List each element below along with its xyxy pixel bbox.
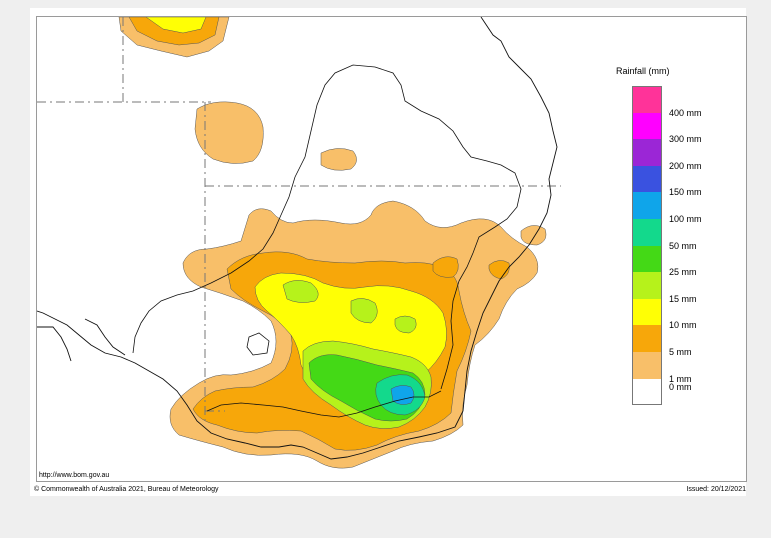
rain-area-100mm [390,385,415,405]
legend-label: 5 mm [669,347,692,357]
legend-label: 1 mm [669,373,692,384]
legend-label: 150 mm [669,187,702,198]
legend-swatch [632,112,662,140]
rain-area-10mm [145,17,207,34]
rain-area-5mm [432,256,459,278]
legend-swatch [632,139,662,166]
inland-borders [132,64,522,418]
legend-swatch [632,325,662,352]
legend-label: 100 mm [669,214,702,224]
legend-label: 0 mm [669,381,692,392]
legend-swatch [632,86,662,113]
coastline [37,17,558,460]
legend-label: 400 mm [669,107,702,118]
legend-label: 300 mm [669,134,702,145]
legend-swatch [632,219,662,246]
legend-swatch [632,352,662,379]
legend-label: 10 mm [669,320,697,331]
legend-label: 15 mm [669,293,697,304]
legend-label: 50 mm [669,240,697,251]
issued-date: Issued: 20/12/2021 [686,486,746,493]
rain-area-1mm [320,148,357,171]
rain-area-15mm [350,298,378,324]
map-graphic [37,17,561,469]
legend-label: 25 mm [669,267,697,278]
legend-title: Rainfall (mm) [616,66,670,76]
legend-swatch [632,192,662,219]
rain-area-1mm [194,101,264,164]
legend-swatch [632,272,662,299]
state-borders [37,17,561,421]
rain-area-1mm [520,225,547,246]
rain-area-15mm [282,280,319,303]
rainfall-map [36,16,747,482]
legend-swatch [632,165,662,193]
legend-swatch [632,298,662,326]
rain-area-15mm [394,315,417,334]
legend-swatch [632,378,662,406]
source-url[interactable]: http://www.bom.gov.au [39,472,110,479]
copyright-notice: © Commonwealth of Australia 2021, Bureau… [34,486,219,493]
legend-label: 200 mm [669,160,702,171]
legend-swatch [632,245,662,273]
